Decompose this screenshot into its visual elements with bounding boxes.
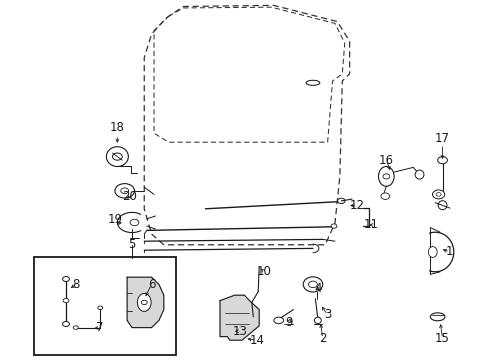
Ellipse shape: [427, 247, 436, 257]
Text: 19: 19: [107, 213, 122, 226]
Polygon shape: [127, 277, 163, 328]
Text: 7: 7: [96, 321, 104, 334]
Ellipse shape: [435, 193, 440, 196]
Polygon shape: [220, 295, 259, 340]
Ellipse shape: [121, 188, 128, 194]
Ellipse shape: [141, 300, 147, 305]
Ellipse shape: [432, 190, 444, 199]
Ellipse shape: [414, 170, 423, 179]
Ellipse shape: [130, 219, 139, 226]
Text: 15: 15: [434, 332, 449, 345]
Ellipse shape: [382, 174, 389, 179]
Text: 13: 13: [232, 325, 246, 338]
Text: 16: 16: [378, 154, 393, 167]
Text: 8: 8: [72, 278, 80, 291]
Ellipse shape: [330, 224, 336, 228]
Text: 20: 20: [122, 190, 137, 203]
Text: 14: 14: [249, 334, 264, 347]
Ellipse shape: [429, 313, 444, 321]
Ellipse shape: [112, 153, 122, 160]
Text: 17: 17: [434, 132, 449, 145]
Text: 6: 6: [147, 278, 155, 291]
Ellipse shape: [63, 298, 69, 303]
Text: 1: 1: [445, 246, 453, 258]
Ellipse shape: [437, 157, 447, 164]
Text: 9: 9: [284, 316, 292, 329]
Ellipse shape: [303, 277, 322, 292]
Ellipse shape: [273, 317, 283, 324]
Text: 3: 3: [323, 309, 331, 321]
Text: 18: 18: [110, 121, 124, 134]
Ellipse shape: [314, 317, 321, 324]
Ellipse shape: [62, 276, 69, 282]
Ellipse shape: [98, 306, 102, 310]
Text: 10: 10: [256, 265, 271, 278]
Ellipse shape: [115, 184, 134, 198]
Ellipse shape: [305, 80, 319, 85]
Text: 11: 11: [364, 219, 378, 231]
Text: 2: 2: [318, 332, 326, 345]
Ellipse shape: [73, 326, 78, 329]
Ellipse shape: [378, 166, 393, 186]
Ellipse shape: [106, 147, 128, 166]
Ellipse shape: [137, 293, 151, 311]
Ellipse shape: [337, 198, 345, 204]
Text: 4: 4: [313, 282, 321, 294]
Ellipse shape: [437, 201, 446, 210]
Bar: [34, 257, 176, 355]
Ellipse shape: [380, 193, 389, 199]
Ellipse shape: [62, 321, 69, 327]
Ellipse shape: [308, 281, 317, 288]
Text: 5: 5: [128, 238, 136, 251]
Text: 12: 12: [349, 199, 364, 212]
